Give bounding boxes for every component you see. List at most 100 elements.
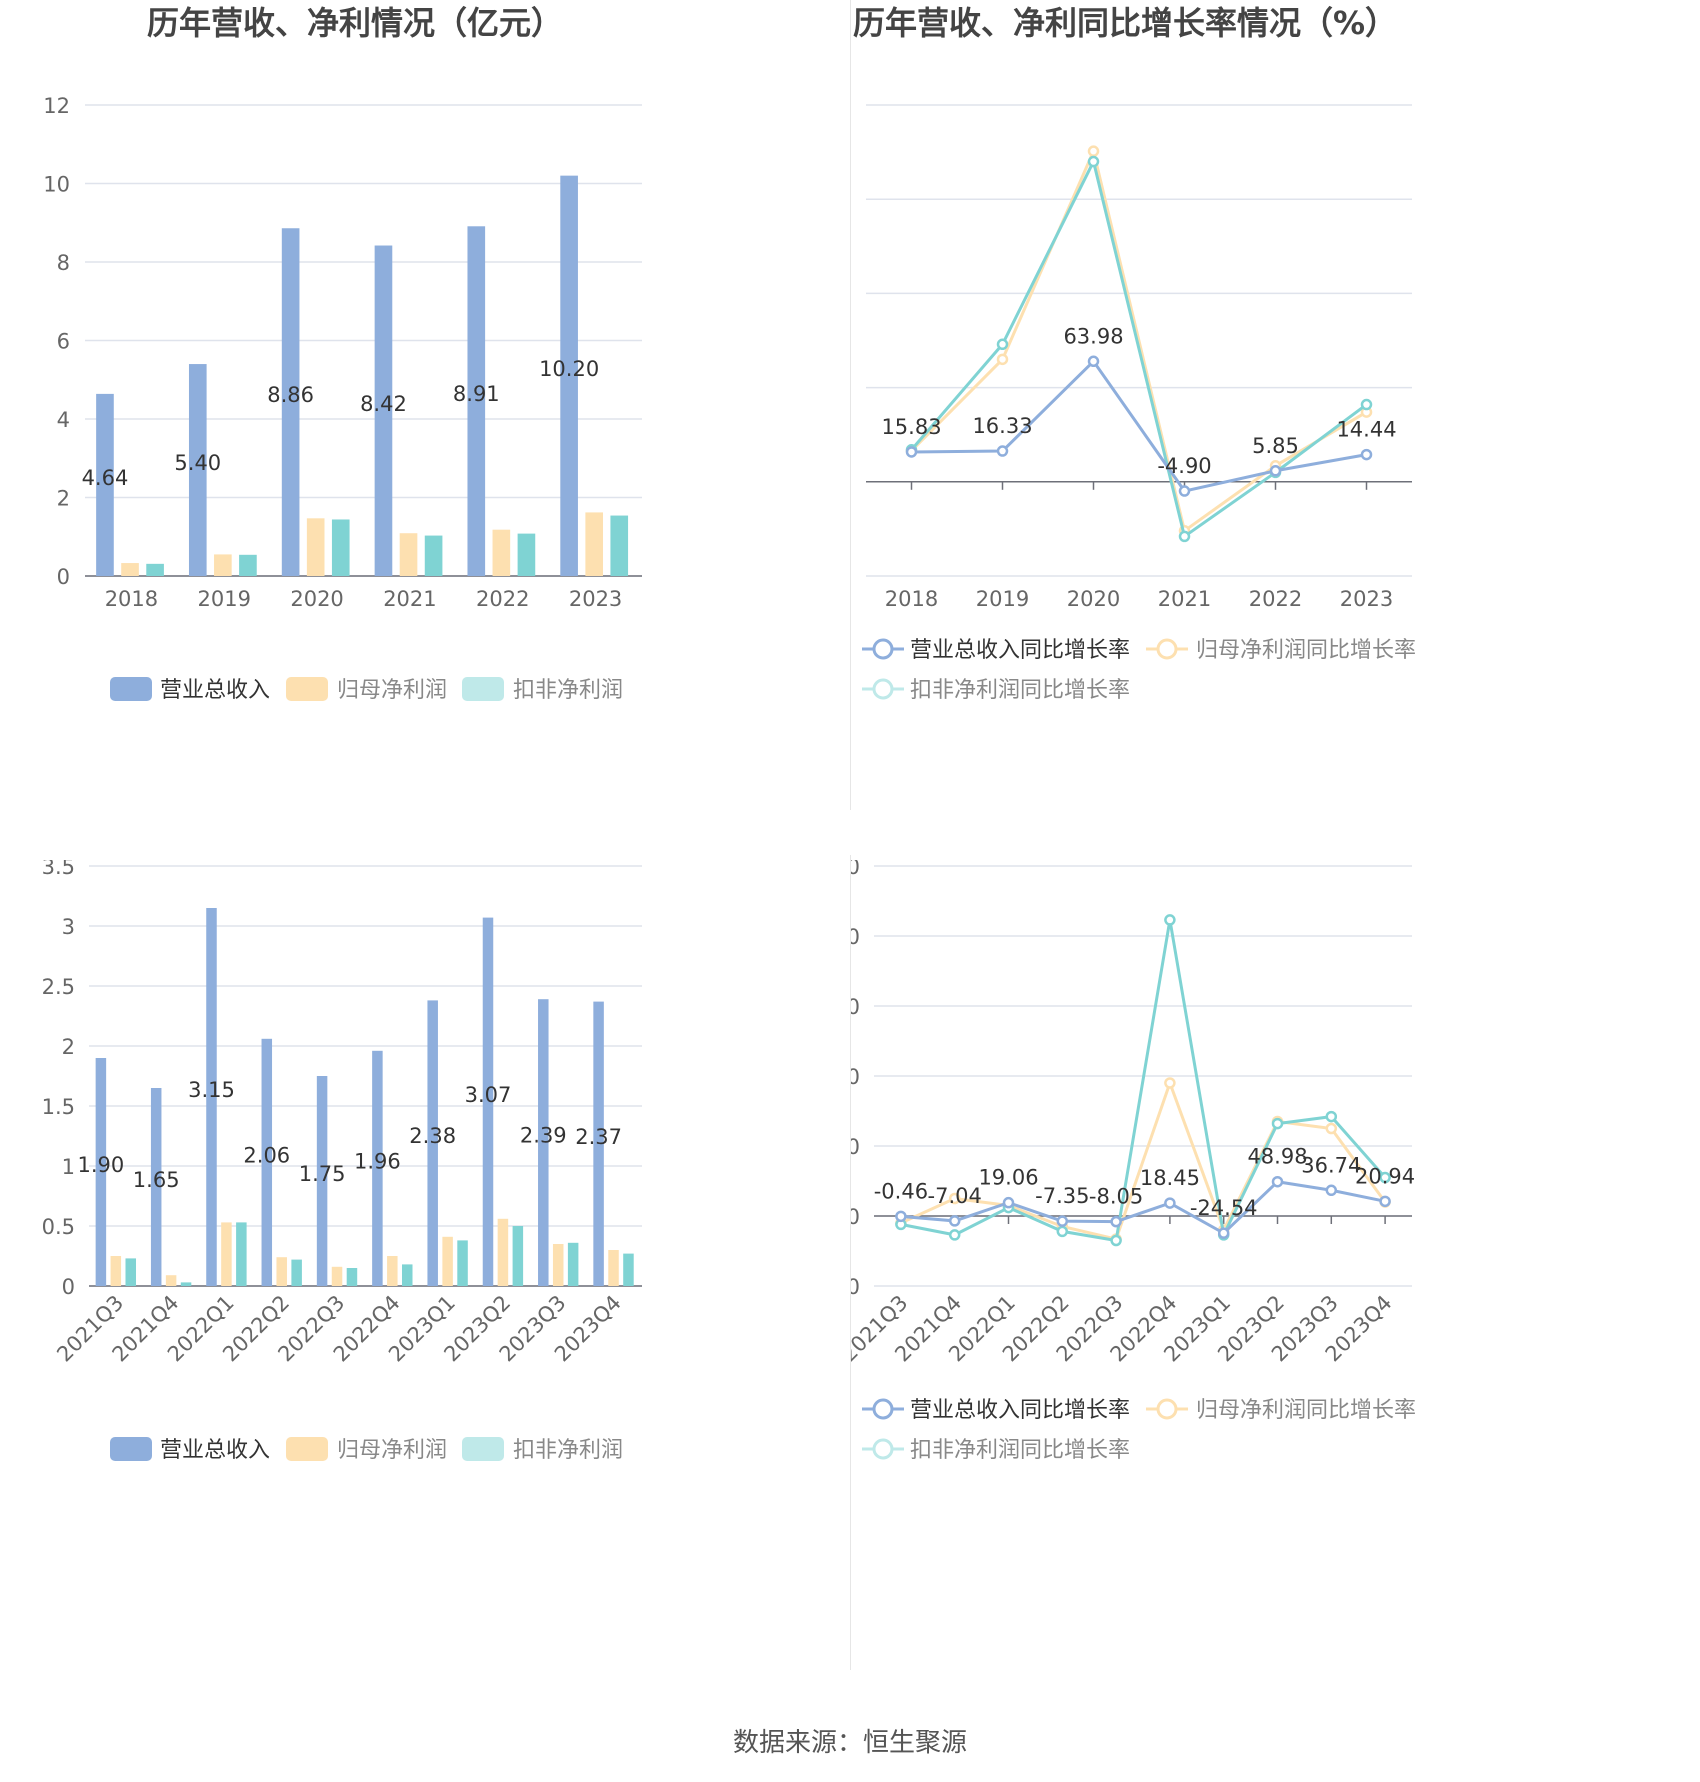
bar bbox=[467, 226, 486, 576]
bar bbox=[346, 1268, 358, 1286]
bar bbox=[374, 245, 393, 576]
data-label: 15.83 bbox=[881, 415, 941, 439]
legend-swatch bbox=[110, 1437, 152, 1461]
bar bbox=[424, 535, 443, 576]
bar bbox=[538, 999, 549, 1286]
y-tick-label: -100 bbox=[850, 1275, 860, 1299]
series-line bbox=[900, 1180, 1386, 1236]
legend-marker bbox=[1156, 638, 1178, 660]
legend-label: 扣非净利润同比增长率 bbox=[910, 1438, 1130, 1463]
y-tick-label: -50 bbox=[850, 565, 852, 589]
divider-top bbox=[850, 0, 851, 810]
legend-swatch bbox=[462, 677, 504, 701]
legend-marker bbox=[872, 678, 894, 700]
legend-marker bbox=[1156, 1398, 1178, 1420]
data-point bbox=[1217, 1227, 1230, 1239]
chart-title: 历年营收、净利同比增长率情况（%） bbox=[853, 4, 1397, 42]
chart-svg: 营收、净利季度变动情况（亿元）00.511.522.533.52021Q3202… bbox=[42, 860, 642, 1463]
x-tick-label: 2022 bbox=[1249, 587, 1302, 611]
bar bbox=[387, 1256, 398, 1286]
data-point bbox=[1379, 1195, 1391, 1208]
data-point bbox=[1110, 1234, 1122, 1247]
data-label: 5.85 bbox=[1252, 434, 1299, 458]
data-point bbox=[1087, 355, 1100, 368]
data-label: 3.15 bbox=[188, 1078, 235, 1102]
y-tick-label: 150 bbox=[850, 188, 852, 212]
data-label: 14.44 bbox=[1336, 418, 1396, 442]
bar bbox=[281, 228, 300, 576]
legend-label: 归母净利润同比增长率 bbox=[1196, 638, 1416, 663]
x-tick-label: 2023 bbox=[569, 587, 622, 611]
data-label: 1.65 bbox=[133, 1168, 180, 1192]
legend-label: 归母净利润同比增长率 bbox=[1196, 1398, 1416, 1423]
y-tick-label: 1.5 bbox=[42, 1095, 75, 1119]
bar bbox=[512, 1226, 524, 1286]
bar bbox=[482, 917, 494, 1286]
bar bbox=[214, 554, 232, 576]
data-label: -0.46 bbox=[874, 1179, 928, 1203]
y-tick-label: 300 bbox=[850, 995, 860, 1019]
data-label: 2.38 bbox=[409, 1124, 456, 1148]
bar bbox=[567, 1242, 579, 1286]
y-tick-label: 6 bbox=[57, 330, 70, 354]
data-point bbox=[1360, 448, 1373, 461]
bar bbox=[610, 515, 629, 576]
legend-label: 归母净利润 bbox=[337, 1438, 447, 1463]
y-tick-label: 100 bbox=[850, 1135, 860, 1159]
y-tick-label: 8 bbox=[57, 251, 70, 275]
bar bbox=[96, 393, 114, 576]
data-point bbox=[1056, 1215, 1069, 1227]
legend-label: 营业总收入同比增长率 bbox=[910, 1398, 1130, 1423]
legend-label: 营业总收入 bbox=[160, 678, 270, 703]
annual-revenue-profit-chart: 历年营收、净利情况（亿元） 0 2 4 6 8 10 12 2018 2019 2020 2021 20… bbox=[0, 0, 850, 860]
data-label: 18.45 bbox=[1140, 1166, 1200, 1190]
y-tick-label: 3.5 bbox=[42, 860, 75, 879]
legend-swatch bbox=[286, 677, 328, 701]
y-tick-label: 2 bbox=[57, 487, 70, 511]
legend-marker bbox=[872, 638, 894, 660]
x-tick-label: 2020 bbox=[1067, 587, 1120, 611]
data-point bbox=[1271, 1175, 1284, 1188]
y-tick-label: 200 bbox=[850, 94, 852, 118]
data-point bbox=[1325, 1184, 1338, 1197]
x-tick-label: 2022 bbox=[476, 587, 529, 611]
data-point bbox=[905, 446, 918, 458]
y-tick-label: 3 bbox=[62, 915, 75, 939]
data-label: -24.54 bbox=[1190, 1196, 1258, 1220]
y-tick-label: 0 bbox=[850, 471, 852, 495]
data-label: 2.39 bbox=[520, 1124, 567, 1148]
data-point bbox=[996, 353, 1009, 366]
bar bbox=[442, 1236, 453, 1286]
data-point bbox=[1379, 1171, 1391, 1184]
data-point bbox=[1087, 155, 1100, 168]
data-label: -4.90 bbox=[1157, 454, 1211, 478]
data-label: 2.06 bbox=[243, 1143, 290, 1167]
data-point bbox=[1164, 914, 1176, 926]
data-label: 48.98 bbox=[1247, 1145, 1307, 1169]
bar bbox=[401, 1264, 413, 1286]
bar bbox=[165, 1275, 177, 1286]
data-label: 2.37 bbox=[575, 1125, 622, 1149]
bar bbox=[316, 1076, 328, 1286]
legend-label: 归母净利润 bbox=[337, 678, 447, 703]
y-tick-label: 0 bbox=[62, 1275, 75, 1299]
bar bbox=[239, 554, 257, 576]
legend-swatch bbox=[462, 1437, 504, 1461]
data-point bbox=[948, 1192, 961, 1205]
legend-label: 扣非净利润同比增长率 bbox=[910, 678, 1130, 703]
data-label: 8.42 bbox=[360, 392, 407, 416]
data-label: 1.96 bbox=[354, 1149, 401, 1173]
legend-label: 扣非净利润 bbox=[513, 1438, 623, 1463]
legend-marker bbox=[872, 1398, 894, 1420]
bar bbox=[291, 1259, 302, 1286]
data-label: 3.07 bbox=[465, 1083, 512, 1107]
data-label: 4.64 bbox=[82, 466, 129, 490]
data-label: 16.33 bbox=[972, 414, 1032, 438]
y-tick-label: 2 bbox=[62, 1035, 75, 1059]
bar bbox=[180, 1282, 192, 1286]
bar bbox=[110, 1256, 122, 1286]
series-line bbox=[900, 1078, 1387, 1241]
bar bbox=[593, 1001, 604, 1286]
y-tick-label: 4 bbox=[57, 408, 70, 432]
bar bbox=[608, 1250, 619, 1286]
